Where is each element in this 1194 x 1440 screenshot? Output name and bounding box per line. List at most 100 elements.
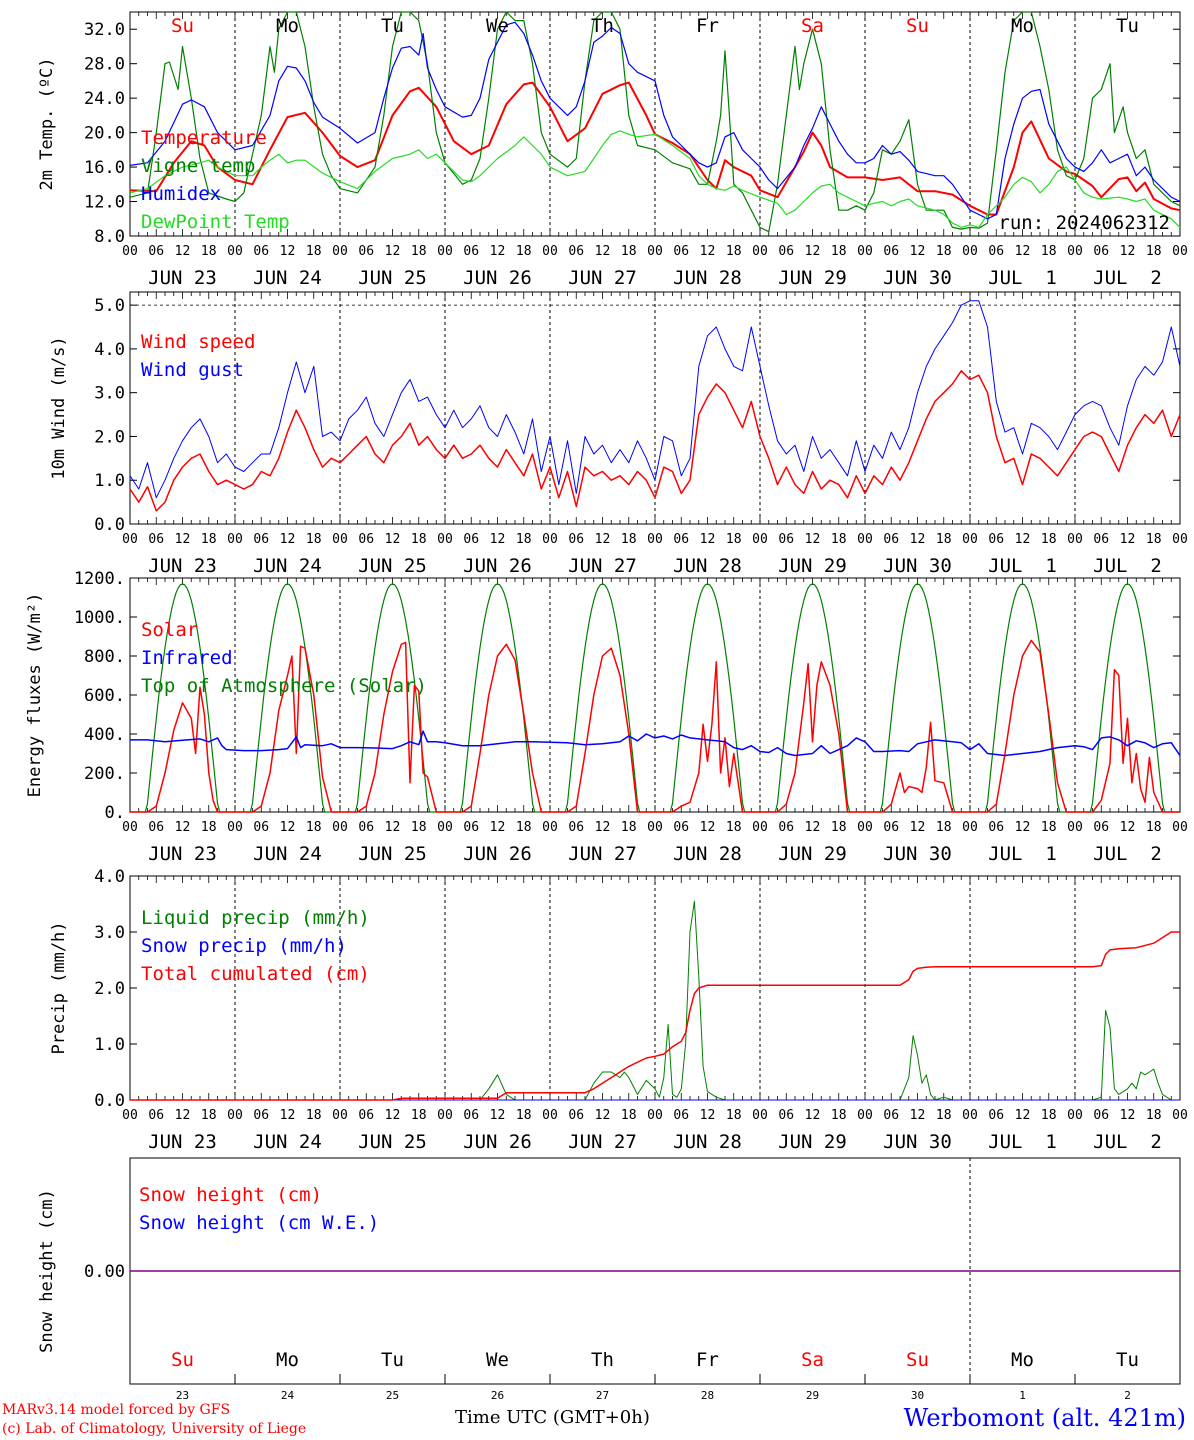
- time-axis-label: Time UTC (GMT+0h): [455, 1407, 650, 1428]
- y-tick-label: 1200.: [74, 569, 125, 589]
- date-label: JUN 26: [463, 1131, 532, 1153]
- y-tick-label: 12.0: [84, 193, 125, 213]
- hour-tick-label: 12: [1015, 1108, 1031, 1123]
- hour-tick-label: 00: [857, 532, 873, 547]
- date-label: JUN 30: [883, 267, 952, 289]
- hour-tick-label: 18: [306, 244, 322, 259]
- weekday-label: Tu: [1116, 1349, 1139, 1371]
- hour-tick-label: 00: [1172, 1108, 1188, 1123]
- hour-tick-label: 00: [542, 244, 558, 259]
- date-label: JUN 25: [358, 843, 427, 865]
- hour-tick-label: 00: [962, 820, 978, 835]
- hour-tick-label: 06: [148, 532, 164, 547]
- hour-tick-label: 00: [542, 532, 558, 547]
- date-label: JUN 24: [253, 1131, 322, 1153]
- hour-tick-label: 06: [463, 532, 479, 547]
- weekday-label: Th: [591, 15, 614, 37]
- hour-labels: 00 06 12 18 00 06 12 18 00 06 12 18 00 06 12 18 00 06 12 18…: [122, 820, 1188, 865]
- hour-tick-label: 12: [490, 532, 506, 547]
- weekday-label: Fr: [696, 15, 719, 37]
- hour-tick-label: 06: [148, 1108, 164, 1123]
- hour-tick-label: 18: [1041, 244, 1057, 259]
- run-label: run: 2024062312: [998, 212, 1170, 234]
- hour-tick-label: 00: [752, 1108, 768, 1123]
- date-label: JUN 24: [253, 555, 322, 577]
- series-line: [129, 21, 1181, 220]
- date-label: JUN 28: [673, 555, 742, 577]
- hour-tick-label: 18: [201, 532, 217, 547]
- date-label: JUN 28: [673, 1131, 742, 1153]
- hour-tick-label: 06: [1093, 244, 1109, 259]
- hour-tick-label: 06: [883, 244, 899, 259]
- y-tick-label: 600.: [84, 686, 125, 706]
- date-label: JUN 26: [463, 843, 532, 865]
- date-label: JUL 1: [988, 1131, 1057, 1153]
- hour-tick-label: 18: [1041, 532, 1057, 547]
- legend-entry: Wind speed: [141, 331, 255, 353]
- y-tick-label: 28.0: [84, 55, 125, 75]
- date-label: JUN 27: [568, 1131, 637, 1153]
- hour-tick-label: 06: [148, 244, 164, 259]
- hour-tick-label: 12: [910, 244, 926, 259]
- hour-tick-label: 00: [647, 244, 663, 259]
- date-label: JUL 2: [1093, 1131, 1162, 1153]
- date-number: 26: [491, 1389, 504, 1402]
- hour-tick-label: 12: [700, 532, 716, 547]
- weekday-label: Mo: [276, 1349, 299, 1371]
- hour-tick-label: 12: [805, 532, 821, 547]
- hour-tick-label: 00: [647, 820, 663, 835]
- y-tick-label: 8.0: [94, 227, 125, 247]
- date-label: JUN 25: [358, 267, 427, 289]
- hour-tick-label: 18: [516, 244, 532, 259]
- hour-tick-label: 00: [122, 1108, 138, 1123]
- hour-tick-label: 06: [1093, 820, 1109, 835]
- date-label: JUN 27: [568, 267, 637, 289]
- date-label: JUN 24: [253, 843, 322, 865]
- hour-tick-label: 12: [805, 820, 821, 835]
- hour-tick-label: 06: [463, 244, 479, 259]
- legend-entry: Solar: [141, 619, 198, 641]
- y-tick-label: 800.: [84, 647, 125, 667]
- weekday-label: Su: [906, 1349, 929, 1371]
- hour-tick-label: 12: [1120, 1108, 1136, 1123]
- date-label: JUL 1: [988, 267, 1057, 289]
- panel-frame: [129, 11, 1181, 237]
- toa-curve: [130, 583, 235, 813]
- hour-tick-label: 00: [437, 1108, 453, 1123]
- series-line: [130, 931, 1180, 1101]
- date-label: JUN 27: [568, 843, 637, 865]
- date-label: JUL 2: [1093, 555, 1162, 577]
- hour-tick-label: 12: [700, 1108, 716, 1123]
- panel-energy: 0. 200. 400. 600. 800. 1000. 1200. Energy fluxe…: [25, 569, 1181, 823]
- hour-tick-label: 18: [621, 820, 637, 835]
- series-line: [129, 130, 1181, 228]
- hour-tick-label: 00: [962, 1108, 978, 1123]
- hour-tick-label: 18: [201, 1108, 217, 1123]
- hour-tick-label: 06: [463, 1108, 479, 1123]
- y-tick-label: 5.0: [94, 296, 125, 316]
- hour-tick-label: 00: [1067, 244, 1083, 259]
- series-line: [129, 370, 1181, 512]
- date-label: JUN 29: [778, 843, 847, 865]
- hour-tick-label: 00: [227, 820, 243, 835]
- y-tick-label: 200.: [84, 764, 125, 784]
- hour-tick-label: 12: [490, 1108, 506, 1123]
- date-label: JUN 23: [148, 555, 217, 577]
- weekday-label: We: [486, 15, 509, 37]
- hour-tick-label: 18: [306, 1108, 322, 1123]
- weekday-label: Su: [906, 15, 929, 37]
- y-tick-label: 32.0: [84, 20, 125, 40]
- date-label: JUN 26: [463, 555, 532, 577]
- hour-tick-label: 18: [1146, 532, 1162, 547]
- weekday-label: Mo: [1011, 1349, 1034, 1371]
- hour-tick-label: 06: [568, 532, 584, 547]
- legend-entry: Wind gust: [141, 359, 244, 381]
- hour-tick-label: 00: [122, 820, 138, 835]
- legend-entry: Snow precip (mm/h): [141, 935, 347, 957]
- hour-tick-label: 00: [227, 532, 243, 547]
- hour-tick-label: 18: [726, 820, 742, 835]
- series-line: [129, 11, 1181, 233]
- toa-curve: [865, 583, 970, 813]
- hour-tick-label: 12: [700, 244, 716, 259]
- hour-tick-label: 06: [988, 532, 1004, 547]
